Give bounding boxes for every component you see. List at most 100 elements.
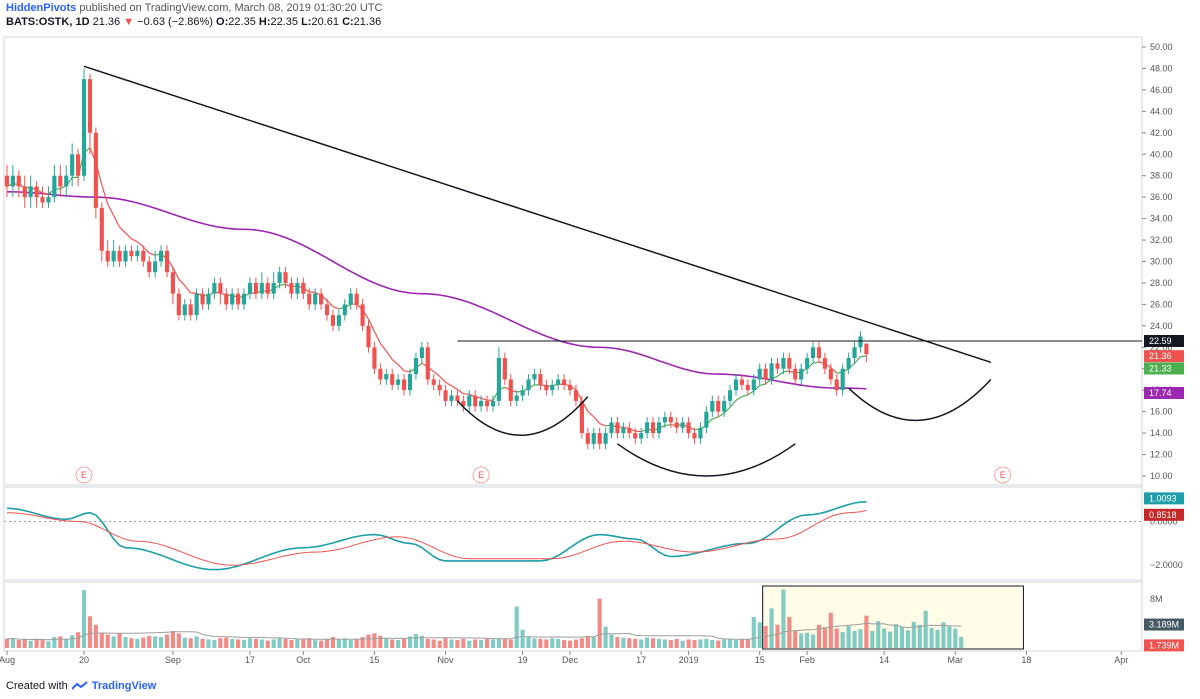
candle [810,341,816,364]
candle-body [733,379,739,391]
candle-body [490,400,496,407]
candle [295,277,300,300]
candle [366,320,371,353]
volume-bar [716,640,721,648]
candle-body [135,250,140,257]
candle [324,299,330,321]
volume-bar [645,637,650,648]
candle [153,250,158,278]
last-price: 21.36 [92,16,121,28]
price-chart[interactable]: 50.00 48.00 46.00 44.00 42.00 40.00 38.00 36.00… [0,0,1200,680]
candle-body [858,336,863,348]
candle-body [745,384,750,391]
volume-bar [722,639,727,648]
volume-bar [621,637,626,648]
candle-body [787,358,792,369]
fast-moving-average-segment [717,412,725,418]
candle-body [650,422,656,434]
author-name[interactable]: HiddenPivots [6,2,77,14]
fast-moving-average-segment [480,397,488,401]
volume-bar [650,638,656,648]
volume-bar [698,639,703,648]
volume-bar [58,636,63,648]
volume-bar [567,640,573,648]
fast-moving-average-segment [397,364,405,372]
fast-moving-average-segment [593,416,601,424]
fast-moving-average-segment [332,306,340,310]
candle-body [479,400,484,407]
candle-body [58,175,63,187]
candle-body [639,433,644,439]
candle [668,411,673,428]
volume-bar [419,635,424,648]
volume-bar [336,639,341,648]
fast-moving-average-segment [149,252,156,256]
fast-moving-average-segment [107,203,115,216]
candle [336,309,341,332]
candle [194,288,199,321]
candle-body [129,250,134,257]
volume-bar [425,638,430,648]
volume-bar [656,638,662,648]
candle [639,427,644,444]
fast-moving-average-segment [184,285,192,294]
candle-body [763,368,768,380]
fast-moving-average-segment [172,267,180,280]
candle-body [615,422,620,434]
candle [313,288,318,310]
price-tick-label: 10.00 [1150,471,1173,481]
macd-signal-line [6,509,867,566]
fast-moving-average-segment [812,361,820,364]
footer: Created with TradingView [6,680,156,692]
candle-body [775,363,780,369]
candle [650,417,656,439]
candle-body [727,390,733,401]
price-tick-label: 24.00 [1150,321,1173,331]
volume-tick-label: 8M [1150,594,1163,604]
time-tick-label: Oct [296,655,311,665]
candle-body [822,358,827,369]
candle [722,395,727,418]
candle [289,277,294,300]
fast-moving-average-segment [279,283,286,286]
candle-body [550,384,555,391]
candle [431,374,436,391]
candle [200,288,205,310]
candle-body [230,293,235,305]
candle-body [378,368,383,380]
volume-bar [99,632,104,648]
candle [354,288,359,310]
candle [135,245,140,262]
volume-bar [692,640,697,648]
candle [615,417,620,439]
volume-bar [882,628,887,648]
candle [34,181,39,208]
tradingview-brand[interactable]: TradingView [91,680,157,692]
down-arrow-icon: ▼ [123,16,135,28]
candle [277,266,282,289]
volume-bar [959,637,964,648]
price-tick-label: 34.00 [1150,214,1173,224]
price-tick-label: 28.00 [1150,278,1173,288]
fast-moving-average-segment [42,192,49,195]
candle [224,288,229,310]
candle-body [846,358,851,369]
candle [514,390,519,407]
candle [686,417,691,439]
candle-body [4,175,10,187]
volume-bar [905,630,910,648]
fast-moving-average-segment [729,399,737,408]
candle-body [834,379,839,391]
ohlc-legend: BATS:OSTK, 1D 21.36 ▼ −0.63 (−2.86%) O:2… [6,16,382,28]
candle [573,384,579,407]
time-tick-label: Aug [0,655,15,665]
candle [236,288,241,310]
fast-moving-average-segment [759,383,766,387]
candle-body [621,427,626,434]
candle-body [247,282,253,294]
time-tick-label: 15 [755,655,765,665]
earnings-marker: E [472,466,490,484]
candle-body [508,379,513,401]
candle-body [852,347,857,359]
earnings-marker-circle [994,466,1012,484]
